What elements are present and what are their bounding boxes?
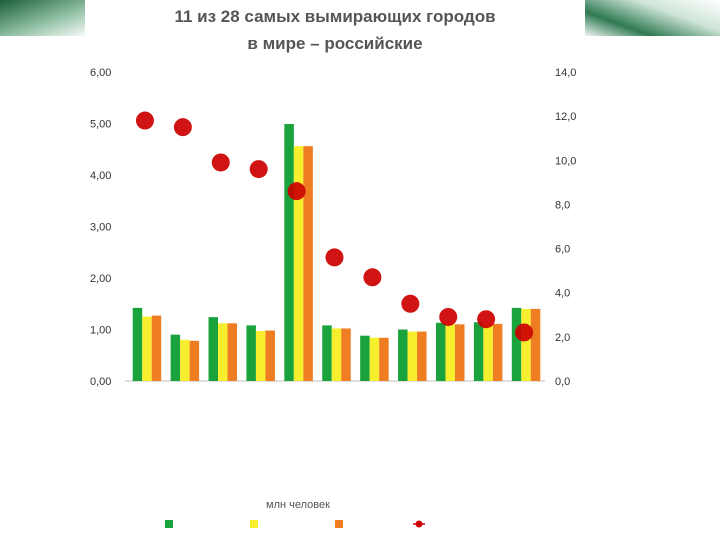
chart-title-line2: в мире – российские bbox=[247, 34, 422, 53]
x-axis-label: млн человек bbox=[266, 499, 330, 511]
change-point bbox=[135, 111, 154, 130]
change-point bbox=[515, 323, 534, 342]
right-axis-tick: 14,0 bbox=[555, 67, 576, 79]
header-decoration-right bbox=[580, 0, 720, 36]
bar-1 bbox=[246, 325, 256, 381]
bar-1 bbox=[322, 325, 332, 381]
bar-2 bbox=[142, 316, 152, 381]
left-axis-tick: 2,00 bbox=[90, 273, 111, 285]
change-point bbox=[211, 153, 230, 172]
left-axis-tick: 5,00 bbox=[90, 119, 111, 131]
right-axis-tick: 12,0 bbox=[555, 111, 576, 123]
right-axis-tick: 10,0 bbox=[555, 155, 576, 167]
bar-3 bbox=[417, 331, 427, 381]
legend-point-swatch bbox=[415, 520, 423, 528]
change-point bbox=[439, 307, 458, 326]
bar-3 bbox=[492, 323, 503, 381]
left-axis-tick: 0,00 bbox=[90, 376, 111, 388]
bar-3 bbox=[151, 315, 162, 381]
bar-1 bbox=[208, 317, 219, 381]
change-point bbox=[401, 294, 420, 313]
legend bbox=[165, 520, 425, 528]
left-axis-tick: 6,00 bbox=[90, 67, 111, 79]
right-axis-tick: 0,0 bbox=[555, 376, 570, 388]
right-axis-tick: 6,0 bbox=[555, 244, 570, 256]
right-axis-tick: 2,0 bbox=[555, 332, 570, 344]
left-axis-tick: 1,00 bbox=[90, 325, 111, 337]
left-axis-tick: 3,00 bbox=[90, 222, 111, 234]
bar-1 bbox=[473, 322, 484, 381]
bar-1 bbox=[398, 329, 408, 381]
left-axis-tick: 4,00 bbox=[90, 170, 111, 182]
right-axis-tick: 8,0 bbox=[555, 199, 570, 211]
bar-1 bbox=[132, 307, 143, 381]
change-point bbox=[325, 248, 344, 267]
bar-2 bbox=[255, 331, 266, 381]
bar-3 bbox=[265, 330, 275, 381]
header-decoration-left bbox=[0, 0, 92, 36]
change-point bbox=[287, 182, 306, 201]
legend-swatch-2 bbox=[250, 520, 258, 528]
right-axis-tick: 4,0 bbox=[555, 288, 570, 300]
bar-2 bbox=[483, 323, 493, 381]
change-point bbox=[173, 118, 192, 137]
bar-1 bbox=[170, 334, 181, 381]
bar-3 bbox=[379, 337, 389, 381]
bar-2 bbox=[218, 323, 228, 381]
bar-2 bbox=[293, 146, 304, 381]
bar-3 bbox=[189, 340, 200, 381]
change-point bbox=[249, 160, 268, 179]
legend-swatch-3 bbox=[335, 520, 343, 528]
bar-1 bbox=[284, 124, 294, 381]
change-point bbox=[477, 310, 496, 329]
bar-1 bbox=[511, 307, 522, 381]
bar-3 bbox=[454, 324, 465, 381]
bar-2 bbox=[407, 331, 418, 381]
bar-3 bbox=[530, 308, 541, 381]
bar-2 bbox=[521, 308, 531, 381]
bar-2 bbox=[369, 337, 380, 381]
bar-2 bbox=[180, 339, 190, 381]
bar-3 bbox=[303, 146, 313, 381]
legend-swatch-1 bbox=[165, 520, 173, 528]
bar-3 bbox=[341, 328, 351, 381]
chart-area bbox=[85, 0, 585, 540]
bar-3 bbox=[227, 323, 238, 381]
bar-2 bbox=[445, 324, 455, 381]
chart-title-line1: 11 из 28 самых вымирающих городов bbox=[174, 7, 495, 26]
bar-1 bbox=[360, 335, 370, 381]
bar-2 bbox=[331, 328, 342, 381]
change-point bbox=[363, 268, 382, 287]
bar-1 bbox=[435, 322, 446, 381]
